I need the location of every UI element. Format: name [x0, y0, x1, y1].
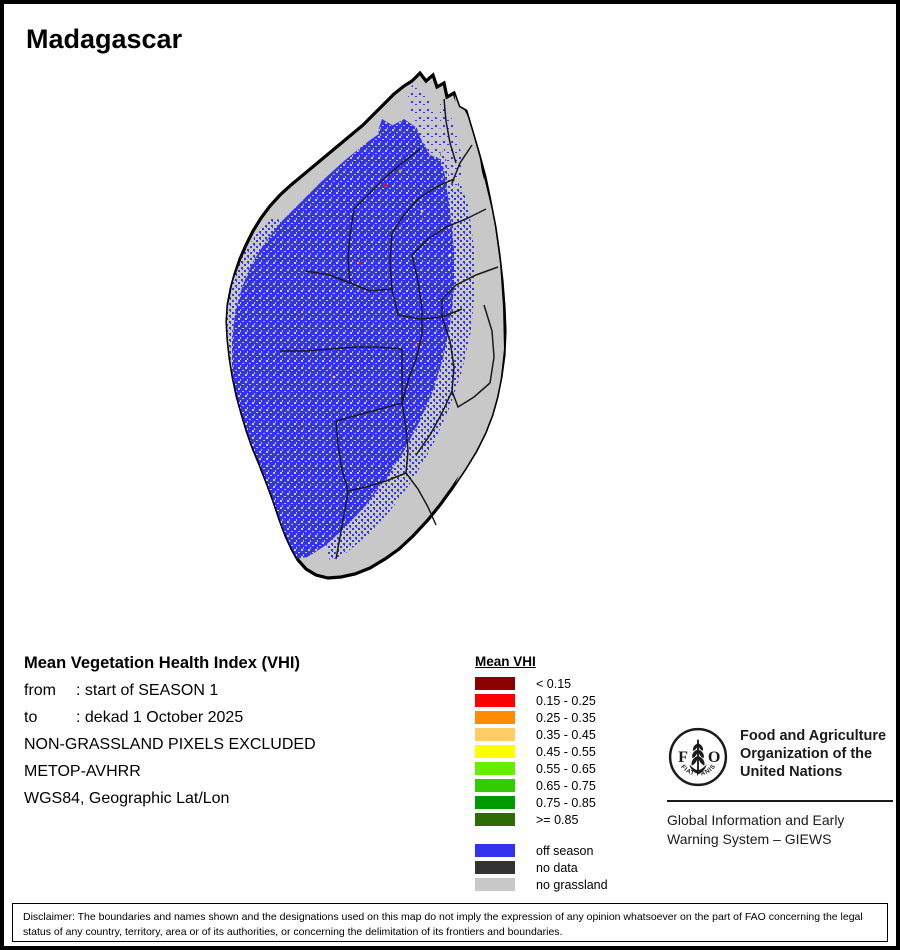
legend-special-swatch [475, 844, 515, 857]
svg-text:F: F [678, 749, 688, 766]
legend-special-row: off season [473, 842, 653, 859]
admin-boundaries [280, 98, 499, 560]
legend-class-swatch [475, 762, 515, 775]
legend-class-row: 0.15 - 0.25 [473, 692, 653, 709]
vhi-speck [398, 169, 402, 173]
legend-class-row: 0.35 - 0.45 [473, 726, 653, 743]
legend-class-row: 0.65 - 0.75 [473, 777, 653, 794]
vhi-speck [420, 209, 424, 213]
legend-class-row: 0.25 - 0.35 [473, 709, 653, 726]
legend-class-row: 0.55 - 0.65 [473, 760, 653, 777]
legend-class-label: 0.65 - 0.75 [536, 778, 596, 793]
legend-special-label: no data [536, 860, 578, 875]
vhi-speck [448, 253, 452, 257]
legend-class-swatch [475, 745, 515, 758]
info-row-to: to : dekad 1 October 2025 [24, 709, 454, 727]
legend-special-row: no grassland [473, 876, 653, 893]
legend-class-label: 0.55 - 0.65 [536, 761, 596, 776]
info-line-sensor: METOP-AVHRR [24, 763, 141, 780]
legend-class-label: 0.35 - 0.45 [536, 727, 596, 742]
legend-class-list: < 0.15 0.15 - 0.25 0.25 - 0.35 0.35 - 0.45 0… [473, 675, 653, 828]
fao-org-line1: Food and Agriculture [740, 728, 887, 744]
info-heading: Mean Vegetation Health Index (VHI) [24, 654, 300, 672]
to-value: : dekad 1 October 2025 [76, 709, 244, 726]
legend-class-swatch [475, 796, 515, 809]
blue-north-patch-a [408, 85, 442, 159]
fao-divider [667, 800, 893, 802]
legend-title: Mean VHI [475, 654, 536, 669]
giews-line1: Global Information and Early [667, 812, 845, 828]
fao-branding: F O FIAT PANIS Food and Agriculture Orga… [667, 726, 895, 849]
legend-class-label: 0.45 - 0.55 [536, 744, 596, 759]
from-label: from [24, 682, 56, 699]
disclaimer-text: Disclaimer: The boundaries and names sho… [23, 911, 863, 939]
page-title: Madagascar [26, 24, 183, 54]
legend-class-label: >= 0.85 [536, 812, 579, 827]
grey-north-strip [454, 89, 486, 199]
vhi-speck [384, 183, 388, 187]
vhi-speck [358, 261, 362, 265]
legend-class-swatch [475, 677, 515, 690]
grey-east-strip [436, 177, 504, 529]
giews-line2: Warning System – GIEWS [667, 830, 832, 847]
info-line-pixels: NON-GRASSLAND PIXELS EXCLUDED [24, 736, 316, 753]
giews-name: Global Information and Early Warning Sys… [667, 811, 895, 849]
legend: Mean VHI < 0.15 0.15 - 0.25 0.25 - 0.35 0.3… [473, 654, 653, 893]
legend-special-swatch [475, 878, 515, 891]
legend-class-label: < 0.15 [536, 676, 572, 691]
legend-class-label: 0.25 - 0.35 [536, 710, 596, 725]
legend-class-label: 0.15 - 0.25 [536, 693, 596, 708]
legend-class-row: >= 0.85 [473, 811, 653, 828]
fao-header: F O FIAT PANIS Food and Agriculture Orga… [667, 726, 895, 788]
svg-text:O: O [708, 749, 721, 766]
legend-special-list: off season no data no grassland [473, 842, 653, 893]
vhi-speck [332, 375, 336, 379]
fao-org-line3: United Nations [740, 764, 843, 781]
fao-org-name: Food and Agriculture Organization of the… [740, 726, 886, 781]
from-value: : start of SEASON 1 [76, 682, 219, 699]
info-line-projection: WGS84, Geographic Lat/Lon [24, 790, 230, 807]
to-label: to [24, 709, 38, 726]
info-row-from: from : start of SEASON 1 [24, 682, 454, 700]
legend-class-swatch [475, 813, 515, 826]
disclaimer-box: Disclaimer: The boundaries and names sho… [12, 903, 888, 942]
legend-class-row: 0.45 - 0.55 [473, 743, 653, 760]
blue-core [232, 119, 454, 559]
madagascar-map-svg [225, 70, 507, 580]
legend-class-swatch [475, 779, 515, 792]
map-canvas[interactable] [154, 59, 754, 639]
legend-class-row: 0.75 - 0.85 [473, 794, 653, 811]
blue-east-transition [326, 137, 475, 561]
legend-special-swatch [475, 861, 515, 874]
legend-class-swatch [475, 694, 515, 707]
legend-class-label: 0.75 - 0.85 [536, 795, 596, 810]
vhi-speck [414, 343, 418, 347]
legend-spacer [473, 828, 653, 842]
legend-class-swatch [475, 728, 515, 741]
map-info-block: Mean Vegetation Health Index (VHI) from:… [24, 654, 454, 817]
legend-class-row: < 0.15 [473, 675, 653, 692]
legend-class-swatch [475, 711, 515, 724]
legend-special-row: no data [473, 859, 653, 876]
legend-special-label: no grassland [536, 877, 608, 892]
fao-org-line2: Organization of the [740, 746, 873, 763]
fao-logo-icon: F O FIAT PANIS [668, 727, 728, 787]
legend-special-label: off season [536, 843, 594, 858]
